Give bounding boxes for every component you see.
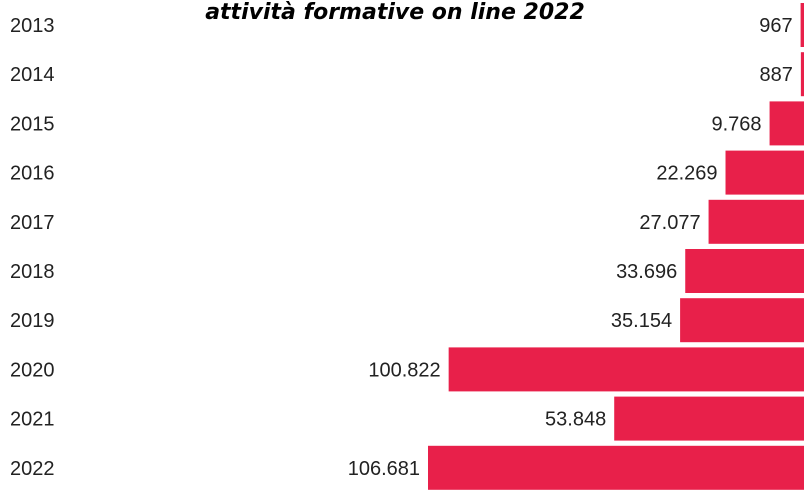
- category-label-2013: 2013: [10, 15, 55, 37]
- value-label-2015: 9.768: [712, 113, 762, 135]
- category-label-2017: 2017: [10, 212, 55, 234]
- bar-2017: [708, 199, 804, 244]
- bar-2018: [685, 249, 804, 293]
- category-label-2021: 2021: [10, 409, 55, 431]
- value-label-2021: 53.848: [545, 409, 606, 431]
- category-label-2016: 2016: [10, 163, 55, 185]
- bar-2013: [800, 3, 804, 47]
- value-label-2016: 22.269: [656, 163, 717, 185]
- category-label-2014: 2014: [10, 64, 55, 86]
- value-label-2019: 35.154: [611, 310, 672, 332]
- category-label-2019: 2019: [10, 310, 55, 332]
- bar-2020: [448, 347, 804, 392]
- bar-2016: [725, 150, 804, 195]
- bar-2022: [428, 445, 804, 490]
- value-label-2022: 106.681: [348, 458, 420, 480]
- bar-2019: [680, 298, 804, 343]
- chart-title: attività formative on line 2022: [205, 0, 585, 25]
- bar-2015: [769, 101, 804, 146]
- category-label-2018: 2018: [10, 261, 55, 283]
- value-label-2017: 27.077: [639, 212, 700, 234]
- category-label-2022: 2022: [10, 458, 55, 480]
- value-label-2018: 33.696: [616, 261, 677, 283]
- category-label-2015: 2015: [10, 113, 55, 135]
- value-label-2014: 887: [759, 64, 792, 86]
- bar-2014: [800, 52, 804, 97]
- bar-2021: [614, 396, 804, 441]
- category-label-2020: 2020: [10, 359, 55, 381]
- value-label-2013: 967: [759, 15, 792, 37]
- value-label-2020: 100.822: [368, 359, 440, 381]
